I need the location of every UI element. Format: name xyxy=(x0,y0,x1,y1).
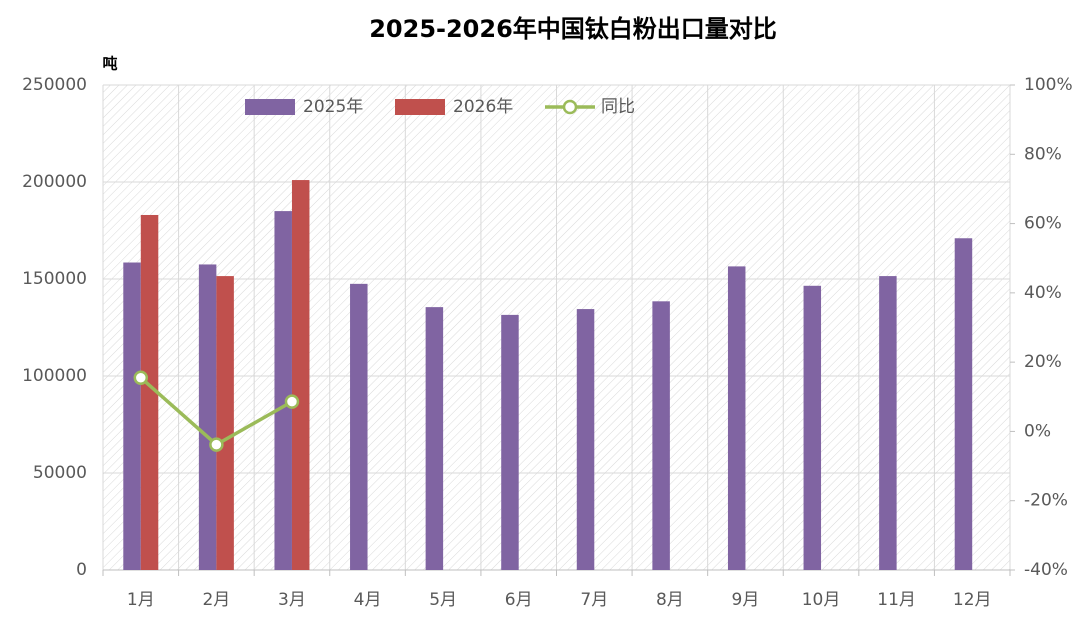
bar xyxy=(198,264,217,570)
bar xyxy=(652,301,670,570)
legend-marker xyxy=(562,99,578,115)
bar xyxy=(425,307,444,570)
y-tick-label: 0 xyxy=(76,560,87,580)
legend-label: 2026年 xyxy=(453,97,513,117)
bar xyxy=(501,314,519,570)
legend-label: 同比 xyxy=(601,97,635,117)
x-tick-label: 11月 xyxy=(877,590,916,610)
x-tick-label: 10月 xyxy=(802,590,841,610)
y2-tick-label: -20% xyxy=(1024,491,1068,511)
bar xyxy=(216,276,234,570)
y-axis-label: 吨 xyxy=(102,55,117,73)
bar xyxy=(727,266,746,570)
x-tick-label: 8月 xyxy=(656,590,684,610)
bar xyxy=(274,211,292,570)
bar xyxy=(350,283,368,570)
line-marker xyxy=(284,394,300,409)
x-tick-label: 1月 xyxy=(127,590,155,610)
bar xyxy=(576,309,595,570)
x-tick-label: 7月 xyxy=(580,590,608,610)
y2-tick-label: 100% xyxy=(1024,75,1073,95)
y-tick-label: 50000 xyxy=(33,463,87,483)
line-marker xyxy=(133,370,149,385)
y2-tick-label: 40% xyxy=(1024,283,1062,303)
x-tick-label: 4月 xyxy=(354,590,382,610)
x-tick-label: 12月 xyxy=(953,590,992,610)
y-tick-label: 200000 xyxy=(22,172,87,192)
y-tick-label: 100000 xyxy=(22,366,87,386)
x-tick-label: 9月 xyxy=(732,590,760,610)
legend-label: 2025年 xyxy=(303,97,363,117)
chart-title: 2025-2026年中国钛白粉出口量对比 xyxy=(369,15,777,43)
bar xyxy=(123,262,141,570)
x-tick-label: 2月 xyxy=(202,590,230,610)
x-tick-label: 3月 xyxy=(278,590,306,610)
bar xyxy=(954,238,973,570)
line-marker xyxy=(209,437,224,452)
bar xyxy=(803,285,822,570)
y-tick-label: 250000 xyxy=(22,75,87,95)
legend-swatch xyxy=(395,99,445,115)
y2-tick-label: 80% xyxy=(1024,144,1062,164)
y2-tick-label: 20% xyxy=(1024,352,1062,372)
y2-tick-label: 0% xyxy=(1024,421,1051,441)
legend-swatch xyxy=(245,99,295,115)
y-tick-label: 150000 xyxy=(22,269,87,289)
y2-tick-label: 60% xyxy=(1024,214,1062,234)
bar xyxy=(879,276,897,570)
x-tick-label: 6月 xyxy=(505,590,533,610)
x-tick-label: 5月 xyxy=(429,590,457,610)
y2-tick-label: -40% xyxy=(1024,560,1068,580)
bar xyxy=(291,180,310,570)
bar xyxy=(140,214,159,571)
